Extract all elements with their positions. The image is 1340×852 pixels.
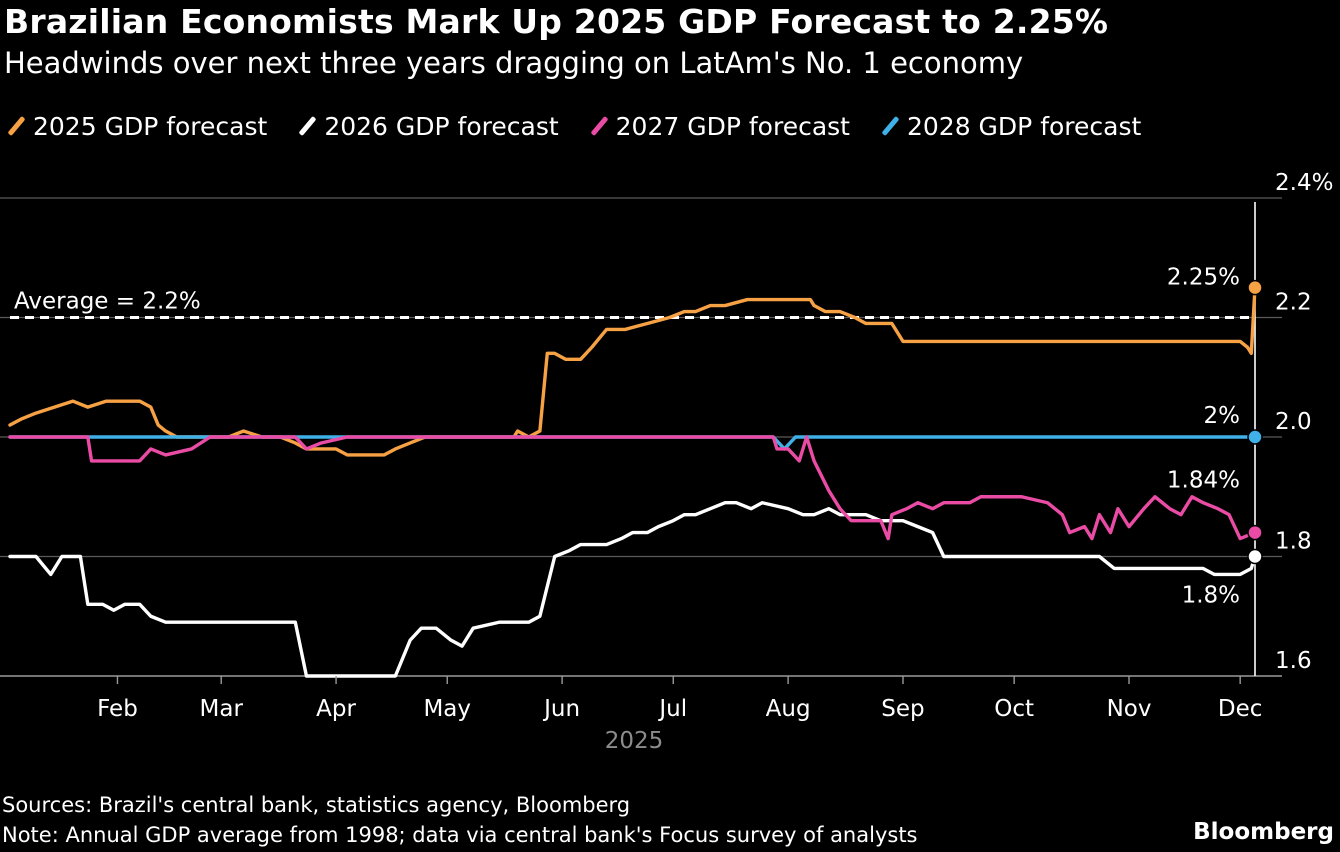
legend-item-2026: 2026 GDP forecast — [295, 111, 559, 141]
x-tick-label: Dec — [1218, 696, 1263, 722]
end-label-2026: 1.8% — [1182, 583, 1240, 609]
end-markers — [1247, 279, 1263, 565]
x-tick-label: Mar — [200, 696, 244, 722]
average-label: Average = 2.2% — [14, 289, 201, 315]
axes: 1.6 1.8 2.0 2.2 2.4% Feb Mar Apr May Jun Jul Aug Sep… — [97, 170, 1333, 754]
end-marker-2025 — [1247, 279, 1263, 296]
y-tick-label: 2.0 — [1275, 409, 1312, 435]
end-label-2025: 2.25% — [1167, 265, 1240, 291]
legend-swatch-2025 — [7, 115, 26, 137]
x-tick-label: Jul — [657, 696, 687, 722]
x-tick-label: Aug — [766, 696, 811, 722]
series-lines — [8, 285, 1257, 678]
end-marker-2027 — [1247, 524, 1263, 541]
end-marker-2028 — [1247, 429, 1263, 445]
legend-item-2025: 2025 GDP forecast — [4, 112, 267, 141]
legend-item-2028: 2028 GDP forecast — [878, 112, 1141, 141]
legend-label-2025: 2025 GDP forecast — [33, 111, 268, 141]
end-label-2027: 1.84% — [1167, 468, 1240, 494]
legend-swatch-2028 — [881, 115, 900, 137]
gdp-forecast-chart: Average = 2.2% 2.25% 1.8% 1.84% 2% 1.6 1.8 2.… — [0, 170, 1333, 754]
end-label-2028: 2% — [1204, 403, 1241, 429]
source-note: Sources: Brazil's central bank, statisti… — [2, 793, 631, 817]
average-reference: Average = 2.2% — [10, 289, 1255, 319]
x-tick-label: Nov — [1107, 696, 1152, 722]
series-line-2027 — [8, 435, 1257, 541]
legend-label-2027: 2027 GDP forecast — [615, 111, 850, 141]
end-marker-2026 — [1247, 548, 1263, 565]
x-tick-label: May — [423, 696, 471, 722]
bloomberg-logo: Bloomberg — [1193, 819, 1334, 845]
x-axis-year-label: 2025 — [605, 728, 664, 754]
series-line-2026 — [8, 501, 1257, 678]
legend-label-2026: 2026 GDP forecast — [324, 111, 559, 141]
legend-swatch-2026 — [298, 115, 317, 137]
y-tick-label: 2.2 — [1275, 290, 1312, 316]
x-tick-label: Sep — [881, 696, 924, 722]
y-tick-label: 2.4% — [1275, 170, 1333, 196]
x-tick-label: Oct — [994, 696, 1034, 722]
methodology-note: Note: Annual GDP average from 1998; data… — [2, 823, 918, 847]
end-labels: 2.25% 1.8% 1.84% 2% — [1167, 265, 1240, 609]
x-tick-label: Jun — [542, 696, 580, 722]
legend: 2025 GDP forecast 2026 GDP forecast 2027… — [4, 108, 1169, 144]
x-tick-label: Feb — [97, 696, 138, 722]
legend-label-2028: 2028 GDP forecast — [906, 111, 1142, 141]
x-tick-label: Apr — [316, 696, 356, 722]
y-tick-label: 1.8 — [1275, 529, 1312, 555]
y-tick-label: 1.6 — [1275, 648, 1312, 674]
chart-subtitle: Headwinds over next three years dragging… — [4, 46, 1024, 80]
legend-item-2027: 2027 GDP forecast — [587, 112, 850, 141]
legend-swatch-2027 — [590, 115, 609, 137]
chart-title: Brazilian Economists Mark Up 2025 GDP Fo… — [4, 2, 1109, 41]
